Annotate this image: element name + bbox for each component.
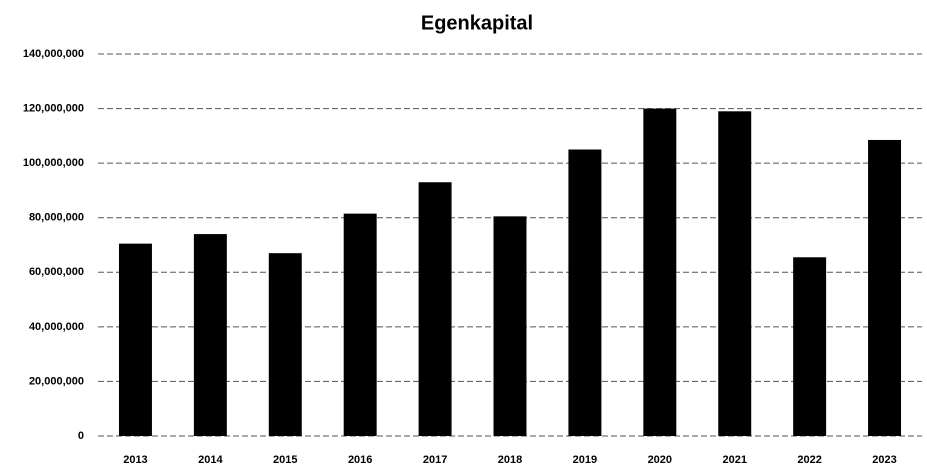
x-tick-label: 2023 [872, 454, 896, 466]
bar [118, 243, 152, 436]
bar [568, 149, 602, 436]
bar [643, 108, 677, 437]
y-tick-label: 80,000,000 [29, 212, 84, 224]
x-tick-label: 2020 [648, 454, 672, 466]
x-tick-label: 2014 [198, 454, 223, 466]
x-tick-label: 2015 [273, 454, 297, 466]
bar [418, 182, 452, 436]
y-tick-label: 140,000,000 [23, 48, 84, 60]
bar [868, 139, 902, 436]
bar [718, 111, 752, 437]
x-tick-label: 2022 [797, 454, 821, 466]
bar [193, 234, 227, 436]
y-tick-label: 120,000,000 [23, 102, 84, 114]
y-tick-label: 40,000,000 [29, 321, 84, 333]
y-tick-label: 100,000,000 [23, 157, 84, 169]
x-tick-label: 2017 [423, 454, 447, 466]
x-tick-label: 2018 [498, 454, 522, 466]
x-tick-label: 2016 [348, 454, 372, 466]
bar [493, 216, 527, 436]
y-tick-label: 60,000,000 [29, 266, 84, 278]
bar [793, 257, 827, 436]
bar [343, 213, 377, 436]
x-tick-label: 2021 [722, 454, 746, 466]
x-tick-label: 2013 [123, 454, 147, 466]
x-tick-label: 2019 [573, 454, 597, 466]
bar [268, 253, 302, 436]
y-tick-label: 0 [78, 430, 84, 442]
chart-title: Egenkapital [421, 12, 533, 34]
y-tick-label: 20,000,000 [29, 375, 84, 387]
